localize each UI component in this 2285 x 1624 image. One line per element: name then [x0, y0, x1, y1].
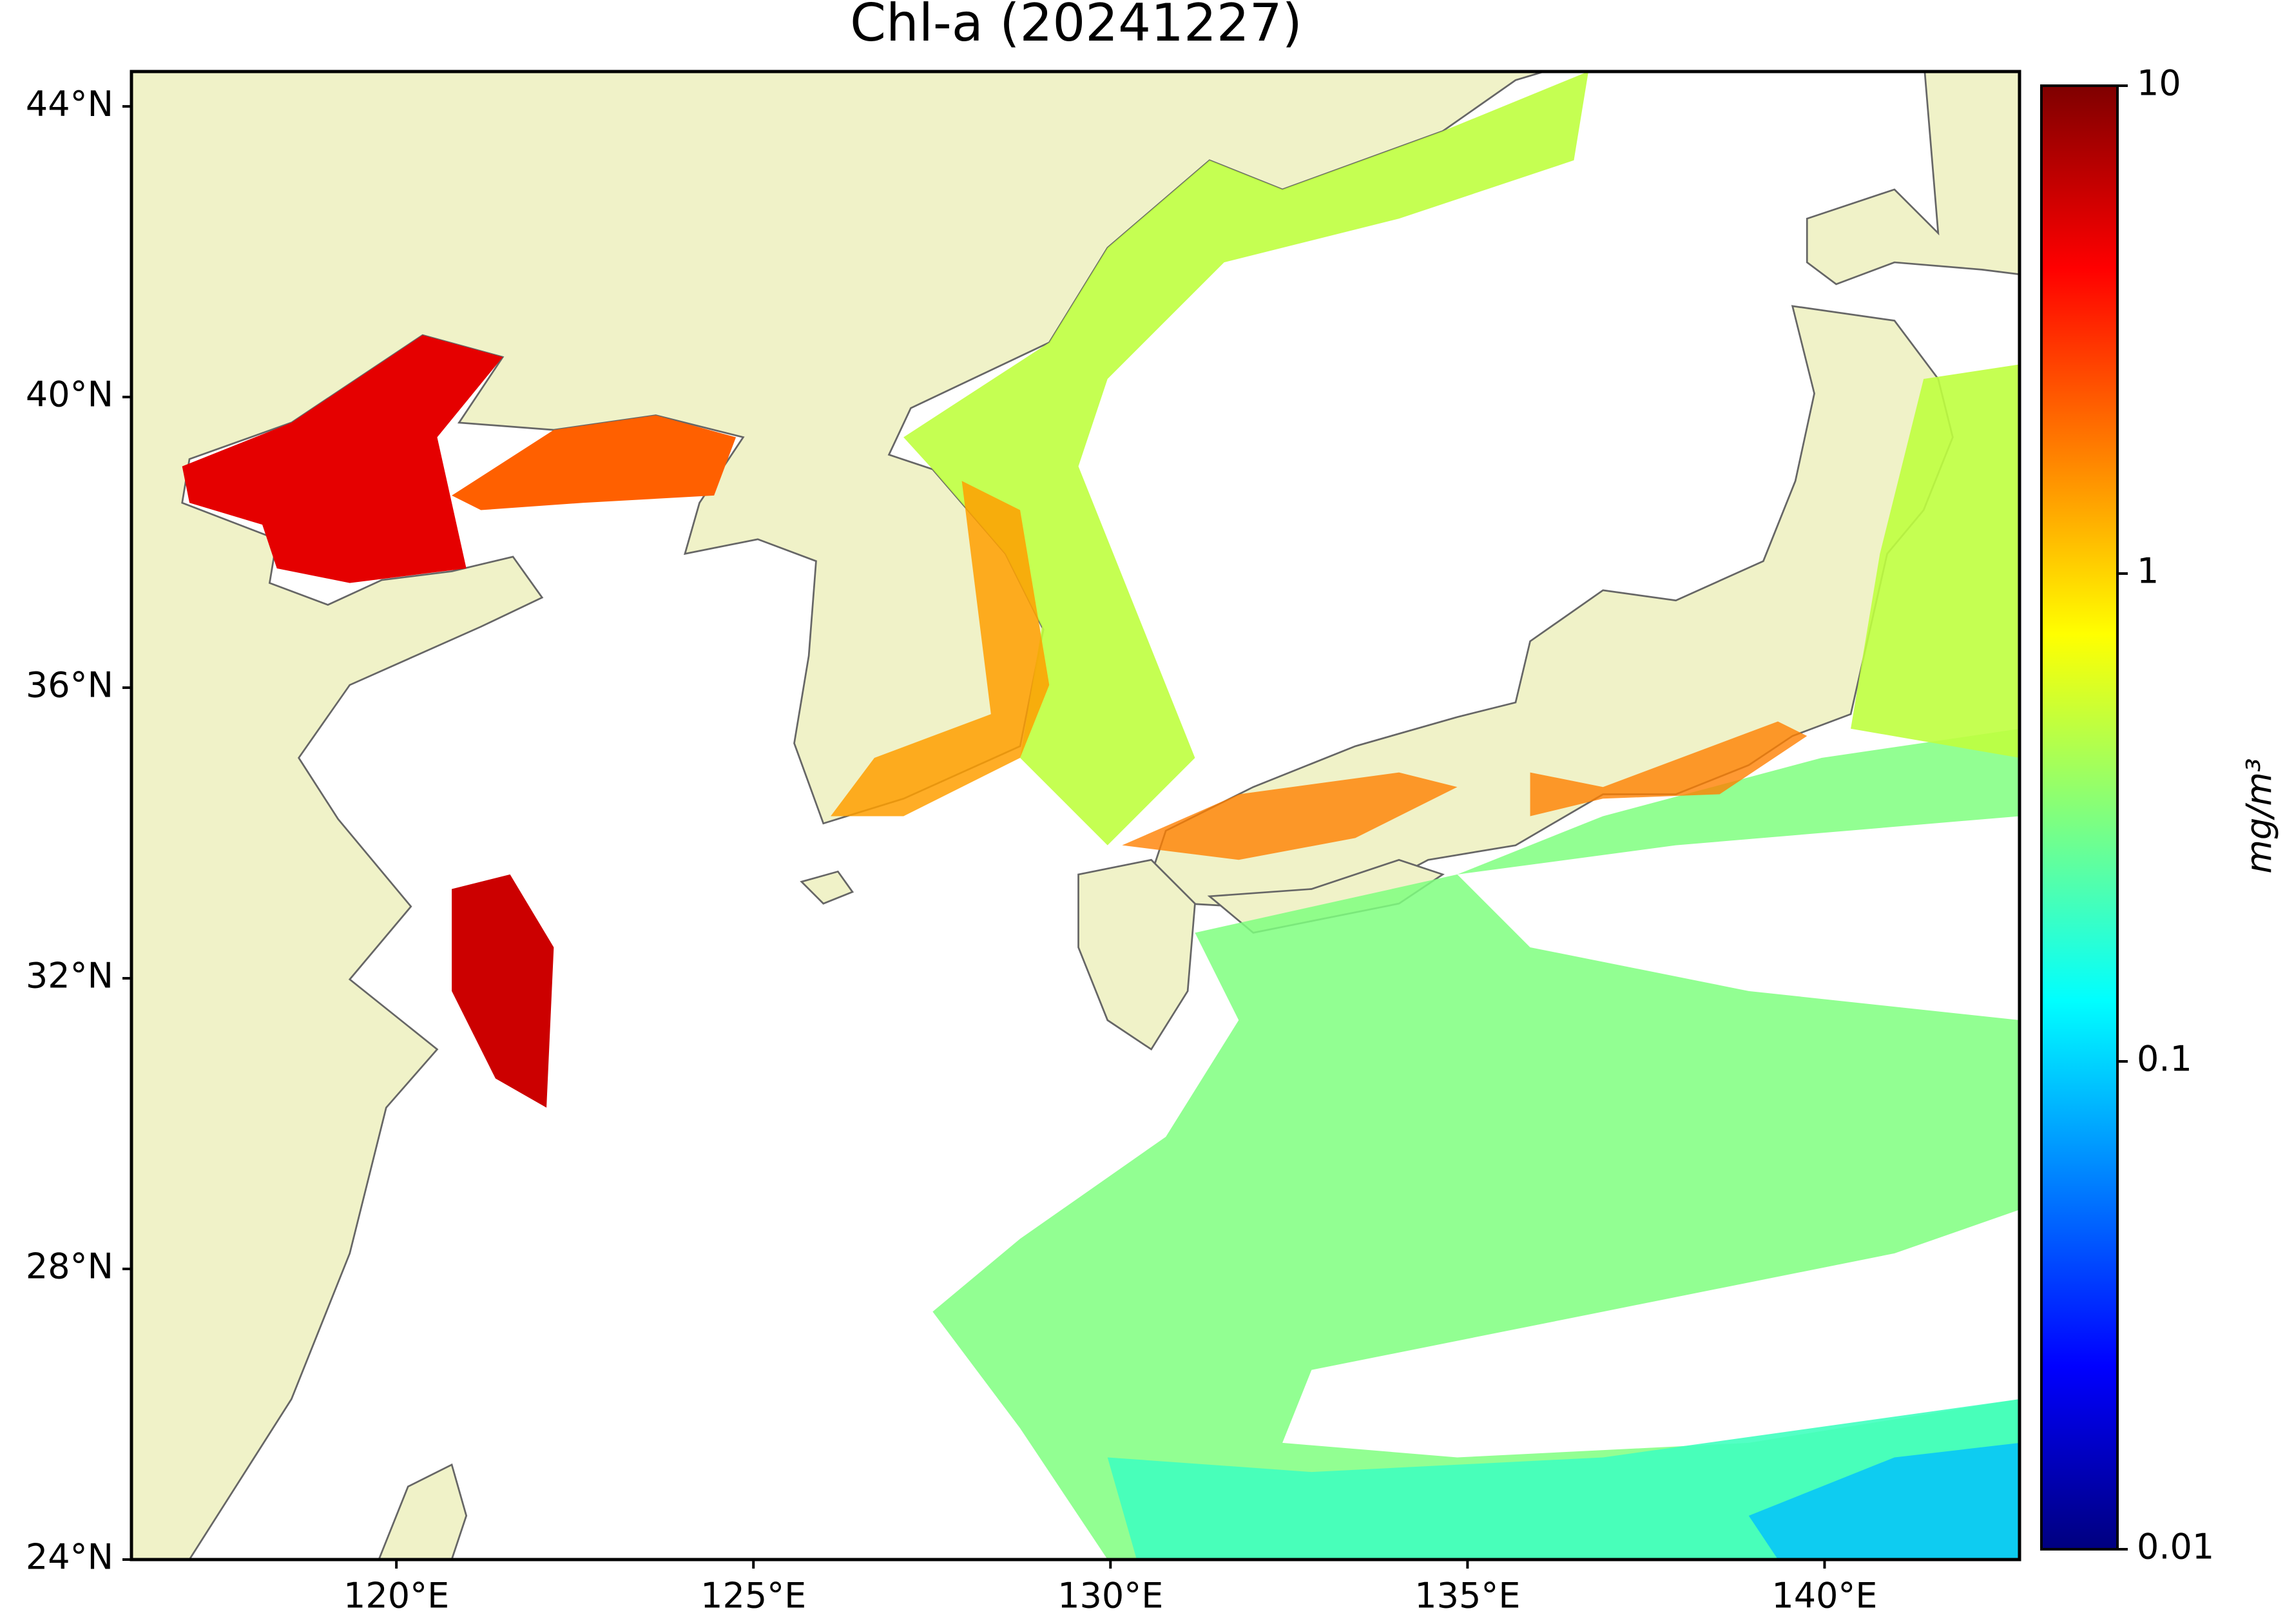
- y-tick-label: 28°N: [26, 1246, 113, 1287]
- map-title: Chl-a (20241227): [850, 0, 1302, 53]
- colorbar-label: mg/m³: [2239, 758, 2280, 873]
- x-tick-label: 130°E: [1057, 1576, 1163, 1616]
- y-tick-label: 32°N: [26, 956, 113, 996]
- map-frame: [130, 70, 2021, 1561]
- y-tick-label: 24°N: [26, 1537, 113, 1578]
- y-tick-label: 40°N: [26, 374, 113, 415]
- chlorophyll-field: [182, 71, 2020, 1560]
- x-tick-label: 125°E: [700, 1576, 806, 1616]
- islands: [378, 71, 2020, 1560]
- colorbar-tick-label: 0.01: [2137, 1527, 2214, 1567]
- y-tick-label: 44°N: [26, 84, 113, 124]
- x-tick-label: 140°E: [1771, 1576, 1877, 1616]
- x-tick-label: 135°E: [1414, 1576, 1520, 1616]
- colorbar-tick-label: 1: [2137, 551, 2159, 592]
- colorbar-tick-label: 10: [2137, 63, 2181, 104]
- x-tick-label: 120°E: [343, 1576, 449, 1616]
- map-area: [131, 71, 2020, 1560]
- colorbar-tick-label: 0.1: [2137, 1039, 2192, 1079]
- y-tick-label: 36°N: [26, 665, 113, 706]
- colorbar: [2040, 84, 2119, 1551]
